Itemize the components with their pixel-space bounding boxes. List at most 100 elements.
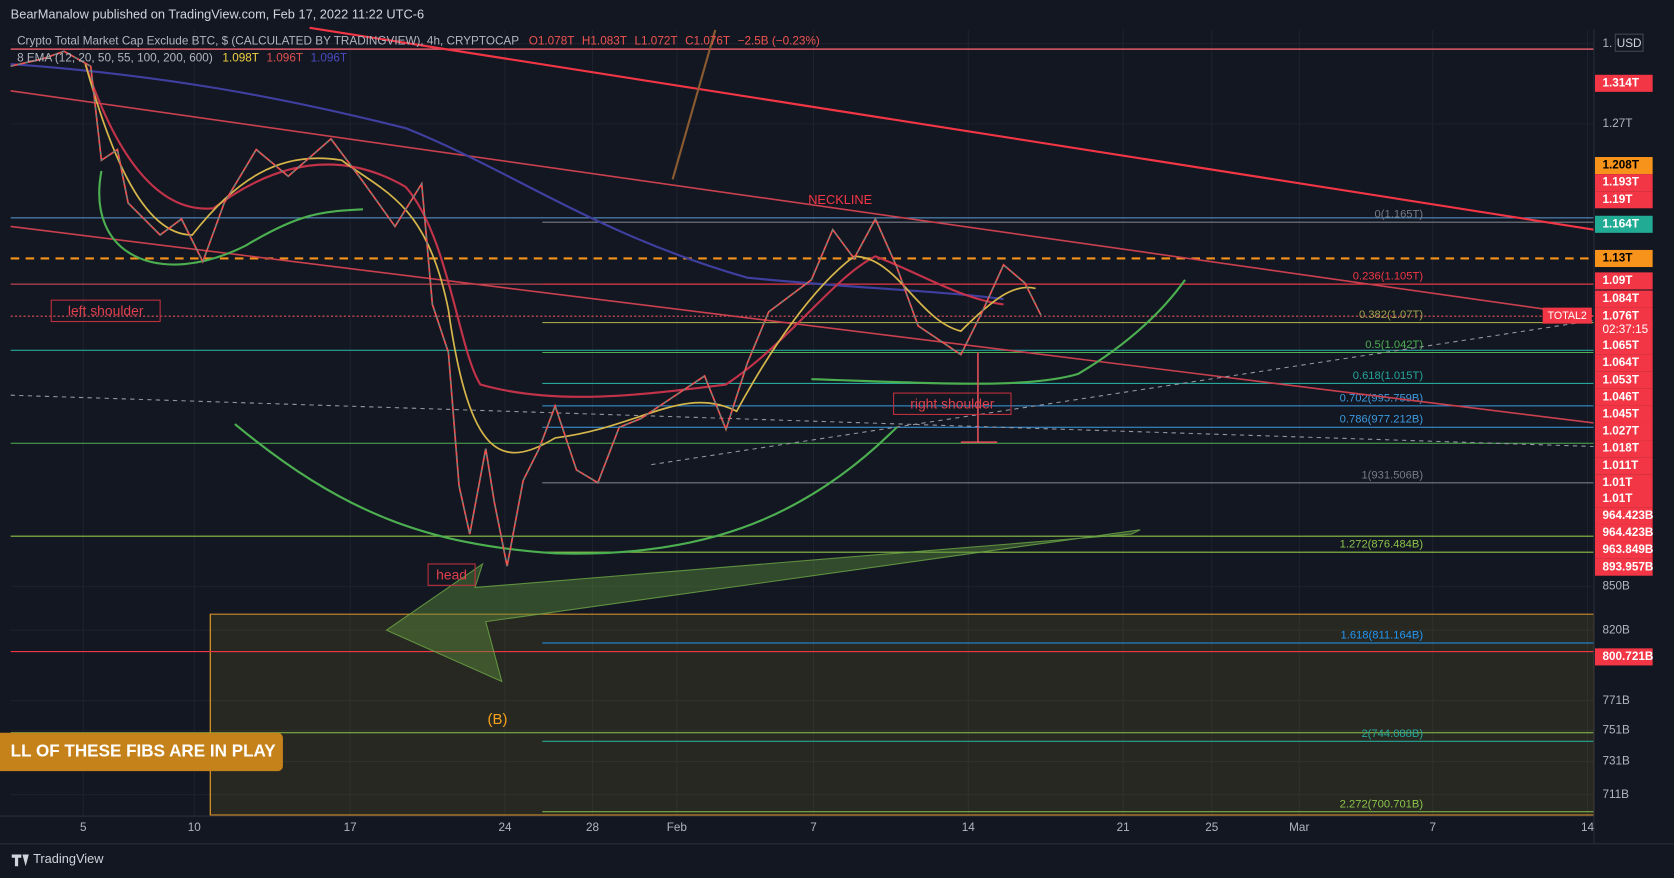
fib-label: 1.618(811.164B) — [1340, 630, 1423, 642]
label-box — [893, 392, 1012, 415]
price-label: 850B — [1602, 579, 1630, 592]
trend-line — [671, 29, 717, 180]
price-label: 1.011T — [1602, 459, 1639, 472]
right-shoulder-label: right shoulder — [910, 395, 994, 411]
currency-box — [1614, 33, 1644, 52]
close: C1.076T — [685, 35, 730, 48]
price-label: 1.01T — [1602, 492, 1633, 505]
price-label: 1.064T — [1602, 356, 1639, 369]
open: O1.078T — [529, 35, 575, 48]
price-tag — [1594, 457, 1653, 475]
cup-curve — [234, 423, 898, 555]
time-label: Mar — [1289, 821, 1309, 834]
indicator: 8 EMA (12, 20, 50, 55, 100, 200, 600) — [17, 52, 213, 65]
price-label: 964.423B — [1602, 526, 1653, 539]
cup-curve — [98, 170, 364, 266]
banner-text: LL OF THESE FIBS ARE IN PLAY — [11, 741, 277, 760]
price-label: 800.721B — [1602, 650, 1653, 663]
price-label: 1.053T — [1602, 373, 1639, 386]
low: L1.072T — [634, 35, 677, 48]
price-tag — [1594, 290, 1653, 308]
time-label: 24 — [498, 821, 512, 834]
fib-label: 0.382(1.07T) — [1359, 309, 1423, 321]
fib-label: 0.618(1.015T) — [1353, 370, 1424, 382]
fib-label: 0.5(1.042T) — [1365, 339, 1423, 351]
publisher: BearManalow published on TradingView.com… — [11, 6, 424, 21]
change: −2.5B (−0.23%) — [738, 35, 820, 48]
arrow — [385, 529, 1141, 683]
price-tag — [1594, 388, 1653, 406]
price-label: 1.084T — [1602, 292, 1639, 305]
time-label: 14 — [962, 821, 976, 834]
price-label: 1.046T — [1602, 390, 1639, 403]
cup-curve — [811, 279, 1186, 385]
fib-label: 1(931.506B) — [1361, 469, 1423, 481]
ema-value: 1.096T — [311, 52, 348, 65]
price-label: 964.423B — [1602, 509, 1653, 522]
price-tag — [1594, 648, 1653, 666]
time-label: 21 — [1117, 821, 1130, 834]
price-tag — [1594, 490, 1653, 508]
symbol-tag — [1542, 307, 1592, 324]
head-label: head — [436, 566, 467, 582]
price-label: 1.01T — [1602, 476, 1633, 489]
price-tag — [1594, 474, 1653, 492]
price-tag — [1594, 249, 1653, 268]
trend-line — [309, 26, 1595, 231]
price-tag — [1594, 524, 1653, 542]
label-box — [50, 299, 161, 323]
time-axis: 5 10 17 24 28 Feb 7 14 21 25 Mar 7 14 — [80, 821, 1595, 834]
time-label: 17 — [344, 821, 357, 834]
time-label: Feb — [667, 821, 688, 834]
symbol-tag-text: TOTAL2 — [1548, 310, 1587, 322]
ema-long — [10, 63, 1004, 301]
trend-line — [10, 225, 1595, 424]
legend-line: Crypto Total Market Cap Exclude BTC, $ (… — [17, 35, 820, 48]
time-label: 7 — [810, 821, 817, 834]
indicator-line: 8 EMA (12, 20, 50, 55, 100, 200, 600) 1.… — [17, 52, 347, 65]
price-tag — [1594, 157, 1653, 175]
time-label: 10 — [188, 821, 202, 834]
price-label: 1.065T — [1602, 339, 1639, 352]
countdown-tag — [1594, 321, 1653, 339]
price-label: 731B — [1602, 755, 1630, 768]
grid — [10, 29, 1594, 817]
price-label: 1.13T — [1602, 252, 1633, 265]
ema-fast — [84, 63, 1036, 454]
price-tag — [1594, 405, 1653, 423]
fib-label: 0(1.165T) — [1375, 209, 1424, 221]
price-tag — [1594, 191, 1653, 209]
price-tag — [1594, 507, 1653, 525]
brand: TradingView — [33, 851, 104, 866]
price-label: 1.164T — [1602, 217, 1639, 230]
ema-value: 1.098T — [222, 52, 259, 65]
countdown: 02:37:15 — [1602, 323, 1648, 336]
price-label: 1.19T — [1602, 193, 1633, 206]
left-shoulder-label: left shoulder — [68, 303, 144, 319]
price-label: 1.027T — [1602, 425, 1639, 438]
price-tag — [1594, 74, 1653, 92]
price-tag — [1594, 307, 1653, 325]
price-label: 751B — [1602, 724, 1630, 737]
ema-value: 1.096T — [266, 52, 303, 65]
ema-mid — [84, 63, 1004, 398]
price-label: 1.018T — [1602, 442, 1639, 455]
price-label: 893.957B — [1602, 560, 1653, 573]
trend-line — [651, 319, 1595, 466]
price-tag — [1594, 215, 1653, 233]
price-tag — [1594, 440, 1653, 458]
fib-label: 2(744.088B) — [1361, 728, 1423, 740]
label-box — [427, 563, 476, 586]
price-tag — [1594, 337, 1653, 355]
price-trace-up — [10, 50, 1042, 567]
time-label: 5 — [80, 821, 87, 834]
time-label: 14 — [1581, 821, 1595, 834]
fib-label: 0.702(995.759B) — [1340, 392, 1424, 404]
price-label: 1. — [1602, 37, 1612, 50]
neckline-label: NECKLINE — [808, 192, 872, 207]
price-label: 1.09T — [1602, 274, 1633, 287]
time-label: 28 — [586, 821, 600, 834]
fib-label: 0.786(977.212B) — [1340, 414, 1424, 426]
